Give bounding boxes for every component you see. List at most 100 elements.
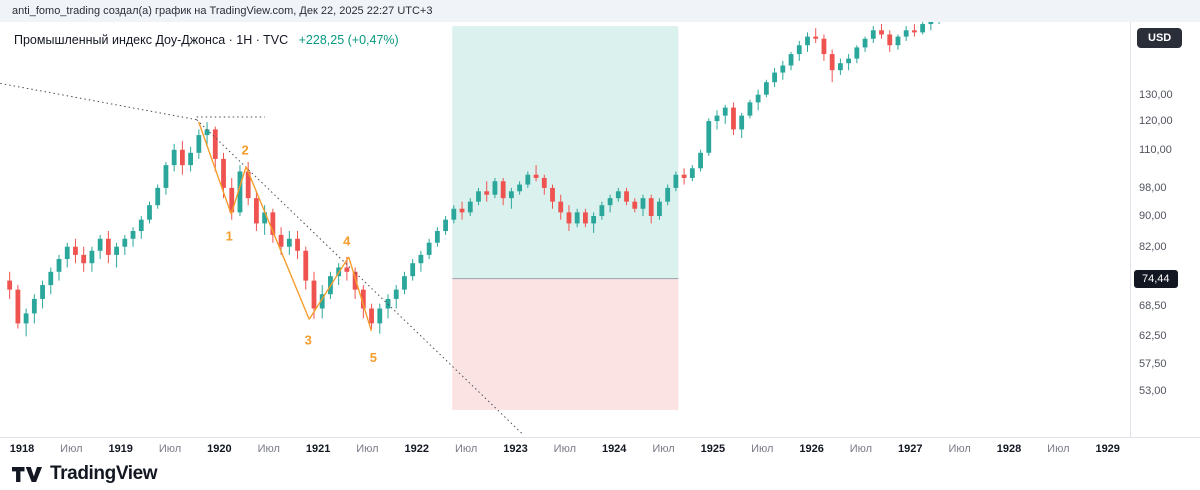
candle-body bbox=[171, 149, 177, 166]
candle-body bbox=[772, 72, 777, 83]
candle-body bbox=[295, 238, 300, 251]
candle-body bbox=[895, 36, 901, 46]
symbol-title[interactable]: Промышленный индекс Доу-Джонса · 1H · TV… bbox=[14, 33, 289, 47]
candle-body bbox=[706, 121, 712, 153]
candle-body bbox=[377, 308, 383, 324]
tradingview-logo-icon[interactable] bbox=[12, 466, 42, 483]
time-axis-year-label: 1926 bbox=[799, 443, 824, 455]
candle-body bbox=[681, 174, 687, 178]
candle-body bbox=[566, 212, 572, 224]
candle-body bbox=[599, 205, 605, 216]
time-axis-year-label: 1919 bbox=[108, 443, 133, 455]
price-chart-canvas[interactable]: 1 2 3 4 5 bbox=[0, 22, 1130, 437]
candle-body bbox=[846, 58, 852, 64]
candle-body bbox=[467, 201, 473, 213]
time-axis-year-label: 1923 bbox=[503, 443, 528, 455]
candle-body bbox=[837, 63, 843, 71]
candle-body bbox=[64, 246, 70, 260]
candle-body bbox=[385, 298, 391, 309]
time-axis-month-label: Июл bbox=[454, 443, 478, 455]
time-axis-month-label: Июл bbox=[356, 443, 379, 455]
candle-body bbox=[89, 250, 95, 264]
price-axis[interactable]: USD 130,00 120,00 110,00 98,00 90,00 82,00 68,… bbox=[1130, 22, 1200, 437]
candle-body bbox=[15, 289, 21, 324]
candle-body bbox=[73, 246, 78, 255]
candle-body bbox=[714, 115, 720, 122]
price-tick-label: 57,50 bbox=[1139, 357, 1167, 370]
elliott-wave-line bbox=[348, 256, 373, 332]
candle-body bbox=[788, 54, 794, 66]
candle-body bbox=[221, 158, 226, 188]
elliott-wave-line bbox=[308, 256, 350, 320]
candle-body bbox=[928, 22, 934, 25]
candle-body bbox=[763, 82, 769, 95]
price-tick-label: 68,50 bbox=[1139, 300, 1167, 313]
price-tick-label: 82,00 bbox=[1139, 240, 1167, 253]
time-axis-year-label: 1929 bbox=[1095, 443, 1120, 455]
candle-body bbox=[558, 201, 564, 213]
candle-body bbox=[887, 34, 893, 46]
candle-body bbox=[657, 201, 662, 216]
tradingview-wordmark[interactable]: TradingView bbox=[50, 463, 158, 484]
time-axis-year-label: 1920 bbox=[207, 443, 232, 455]
candle-body bbox=[114, 246, 119, 255]
candle-body bbox=[426, 242, 432, 255]
candle-body bbox=[854, 47, 860, 59]
candle-body bbox=[7, 280, 13, 290]
time-axis[interactable]: 1918 Июл 1919 Июл 1920 Июл 1921 Июл 1922 Июл 1923 И… bbox=[0, 437, 1200, 460]
candle-body bbox=[410, 263, 416, 277]
symbol-change: +228,25 (+0,47%) bbox=[298, 33, 399, 47]
candle-body bbox=[517, 184, 523, 192]
time-axis-month-label: Июл bbox=[553, 443, 577, 455]
candle-body bbox=[319, 294, 325, 309]
candle-body bbox=[443, 219, 448, 232]
candle-body bbox=[903, 30, 909, 37]
time-axis-month-label: Июл bbox=[849, 443, 873, 455]
price-tick-label: 120,00 bbox=[1139, 115, 1173, 128]
time-axis-month-label: Июл bbox=[751, 443, 774, 455]
candle-body bbox=[796, 45, 802, 55]
candle-body bbox=[821, 38, 827, 55]
candle-body bbox=[344, 267, 350, 272]
candle-body bbox=[508, 191, 514, 199]
candle-body bbox=[122, 238, 128, 247]
attribution-bar: anti_fomo_trading создал(а) график на Tr… bbox=[0, 0, 1200, 22]
time-axis-year-label: 1928 bbox=[996, 443, 1022, 455]
candle-body bbox=[212, 129, 218, 159]
candle-body bbox=[23, 313, 29, 324]
candle-body bbox=[739, 115, 745, 130]
candle-body bbox=[303, 250, 309, 281]
candle-body bbox=[147, 205, 152, 220]
candle-body bbox=[615, 191, 621, 199]
candle-body bbox=[862, 38, 868, 48]
price-tick-label: 53,00 bbox=[1139, 384, 1167, 397]
candle-body bbox=[583, 212, 588, 224]
candle-body bbox=[550, 187, 555, 202]
price-tick-label: 90,00 bbox=[1139, 210, 1167, 222]
candle-body bbox=[97, 238, 103, 251]
candle-body bbox=[574, 212, 580, 224]
candle-body bbox=[870, 30, 876, 39]
time-axis-year-label: 1925 bbox=[700, 443, 726, 455]
candle-body bbox=[163, 165, 169, 188]
candle-body bbox=[829, 54, 835, 71]
candle-body bbox=[138, 219, 144, 232]
trendline bbox=[0, 82, 197, 121]
candle-body bbox=[484, 191, 490, 195]
candle-body bbox=[105, 238, 111, 255]
candle-body bbox=[48, 271, 54, 286]
candle-body bbox=[179, 149, 185, 166]
loss-zone bbox=[452, 278, 679, 410]
candle-body bbox=[525, 174, 531, 185]
time-axis-year-label: 1922 bbox=[404, 443, 430, 455]
candle-body bbox=[624, 191, 629, 202]
candle-body bbox=[31, 298, 37, 314]
candle-body bbox=[130, 231, 136, 239]
time-axis-year-label: 1921 bbox=[305, 443, 331, 455]
candle-body bbox=[780, 65, 786, 73]
candlestick-chart[interactable]: 1 2 3 4 5 bbox=[0, 22, 1130, 437]
elliott-wave-label: 5 bbox=[370, 350, 377, 365]
candle-body bbox=[369, 308, 374, 324]
candle-body bbox=[262, 212, 268, 224]
candle-body bbox=[155, 187, 161, 206]
